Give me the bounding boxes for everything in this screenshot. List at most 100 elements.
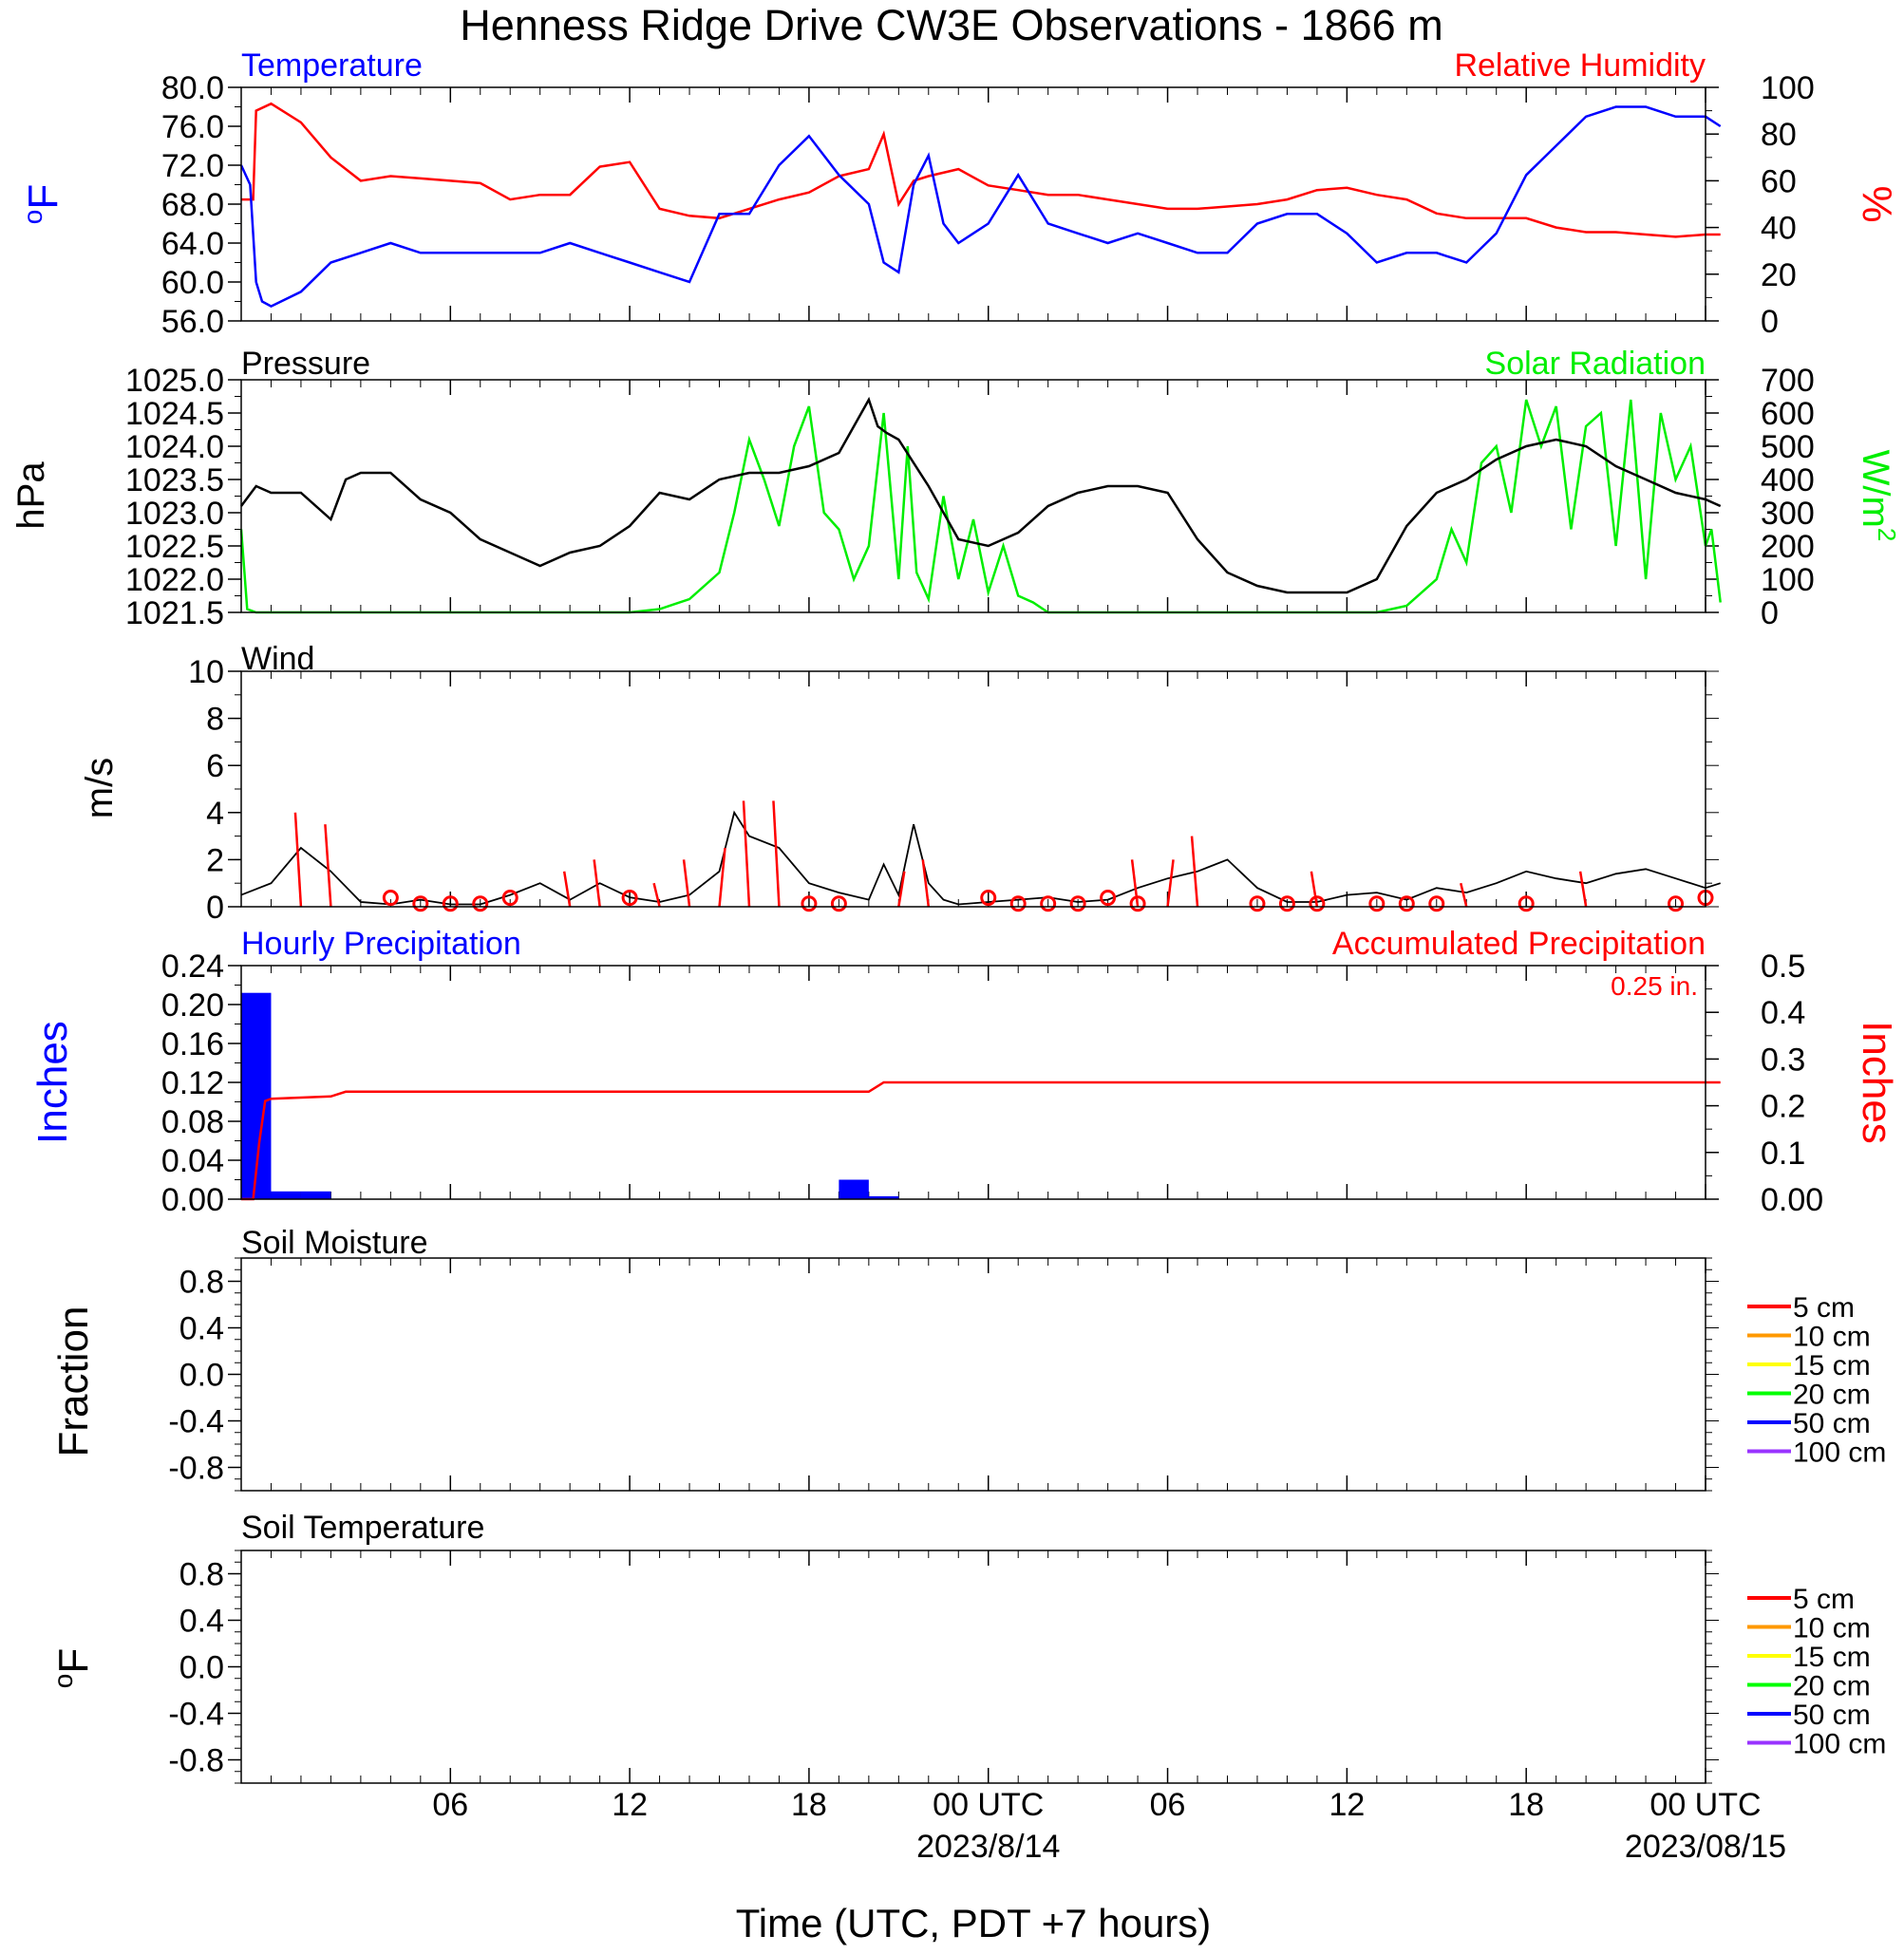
x-tick-label: 06 bbox=[432, 1787, 468, 1823]
right-tick-label: 0.3 bbox=[1761, 1042, 1805, 1078]
left-tick-label: 0 bbox=[206, 890, 224, 926]
calm-marker bbox=[1428, 895, 1445, 912]
p5-frame bbox=[240, 1257, 1706, 1492]
p2-xticks bbox=[270, 380, 1706, 612]
wind-barb bbox=[562, 871, 572, 908]
right-tick-label: 500 bbox=[1761, 429, 1815, 465]
left-tick-label: 1024.0 bbox=[125, 429, 224, 465]
right-tick-label: 100 bbox=[1761, 562, 1815, 598]
solar-line bbox=[239, 399, 1722, 614]
temp-rh-panel: Temperature Relative Humidity oF % 56.06… bbox=[18, 47, 1900, 340]
solar-title: Solar Radiation bbox=[1485, 346, 1706, 382]
x-tick-label: 18 bbox=[1508, 1787, 1544, 1823]
accum-precip-unit: Inches bbox=[1854, 1021, 1900, 1144]
left-tick-label: 1022.5 bbox=[125, 529, 224, 565]
left-tick-label: 76.0 bbox=[161, 109, 224, 145]
left-tick-label: 8 bbox=[206, 702, 224, 738]
precip-bar bbox=[271, 1191, 301, 1199]
wind-barb bbox=[652, 882, 661, 908]
wind-barb bbox=[682, 859, 691, 908]
x-date-label: 2023/08/15 bbox=[1625, 1829, 1786, 1865]
precip-left-ticks: 0.000.040.080.120.160.200.24 bbox=[161, 949, 241, 1218]
wind-barb bbox=[593, 859, 601, 908]
left-tick-label: 1024.5 bbox=[125, 396, 224, 432]
left-tick-label: 0.00 bbox=[161, 1182, 224, 1218]
wind-barb bbox=[897, 871, 906, 908]
calm-marker bbox=[501, 890, 518, 907]
legend-label: 100 cm bbox=[1793, 1729, 1886, 1760]
legend-label: 5 cm bbox=[1793, 1584, 1855, 1615]
right-tick-label: 400 bbox=[1761, 462, 1815, 498]
hourly-precip-unit: Inches bbox=[29, 1021, 76, 1144]
temperature-title: Temperature bbox=[241, 47, 423, 84]
x-axis-title: Time (UTC, PDT +7 hours) bbox=[736, 1901, 1212, 1945]
calm-marker bbox=[1069, 895, 1086, 912]
precip-bar bbox=[839, 1179, 869, 1199]
temperature-unit: oF bbox=[18, 184, 66, 224]
precip-bar bbox=[868, 1195, 899, 1199]
wind-barb bbox=[324, 824, 332, 908]
left-tick-label: 6 bbox=[206, 748, 224, 784]
calm-marker bbox=[980, 890, 997, 907]
left-tick-label: 80.0 bbox=[161, 70, 224, 106]
left-tick-label: 0.04 bbox=[161, 1143, 224, 1179]
left-tick-label: -0.8 bbox=[168, 1743, 224, 1779]
x-date-label: 2023/8/14 bbox=[916, 1829, 1060, 1865]
wind-barb bbox=[1166, 859, 1175, 908]
right-tick-label: 0.2 bbox=[1761, 1089, 1805, 1125]
left-tick-label: 60.0 bbox=[161, 265, 224, 301]
left-tick-label: 0.08 bbox=[161, 1104, 224, 1140]
left-tick-label: 0.8 bbox=[179, 1265, 224, 1301]
pressure-solar-panel: Pressure Solar Radiation hPa W/m2 1021.5… bbox=[10, 346, 1901, 631]
calm-marker bbox=[1518, 895, 1535, 912]
right-tick-label: 0.4 bbox=[1761, 995, 1805, 1031]
wind-barb bbox=[742, 800, 751, 908]
soil-temp-left-ticks: -0.8 -0.4 0.0 0.4 0.8 bbox=[168, 1550, 1719, 1784]
calm-marker bbox=[801, 895, 818, 912]
calm-marker bbox=[1100, 890, 1117, 907]
left-tick-label: 72.0 bbox=[161, 148, 224, 184]
calm-marker bbox=[1668, 895, 1685, 912]
left-tick-label: 0.20 bbox=[161, 987, 224, 1024]
calm-marker bbox=[1129, 895, 1146, 912]
right-tick-label: 100 bbox=[1761, 70, 1815, 106]
p3-xticks bbox=[270, 671, 1706, 907]
temp-left-ticks: 56.060.064.068.072.076.080.0 bbox=[161, 70, 241, 340]
right-tick-label: 0 bbox=[1761, 595, 1779, 631]
right-tick-label: 20 bbox=[1761, 257, 1797, 293]
right-tick-label: 0 bbox=[1761, 304, 1779, 340]
right-tick-label: 0.00 bbox=[1761, 1182, 1823, 1218]
soil-moisture-unit: Fraction bbox=[50, 1306, 97, 1457]
soil-temp-panel: Soil Temperature oF -0.8 -0.4 0.0 0.4 0.8 5 … bbox=[48, 1510, 1886, 1784]
calm-marker bbox=[1368, 895, 1386, 912]
p1-frame bbox=[240, 86, 1706, 322]
legend-label: 50 cm bbox=[1793, 1700, 1871, 1731]
calm-marker bbox=[1009, 895, 1027, 912]
x-tick-label: 00 UTC bbox=[933, 1787, 1044, 1823]
wind-unit: m/s bbox=[79, 758, 121, 818]
wind-barb bbox=[1310, 871, 1319, 908]
right-tick-label: 80 bbox=[1761, 117, 1797, 153]
pressure-unit: hPa bbox=[10, 461, 52, 530]
left-tick-label: 64.0 bbox=[161, 226, 224, 262]
calm-marker bbox=[1398, 895, 1415, 912]
left-tick-label: 4 bbox=[206, 796, 224, 832]
left-tick-label: 1025.0 bbox=[125, 363, 224, 399]
right-tick-label: 300 bbox=[1761, 496, 1815, 532]
right-tick-label: 0.5 bbox=[1761, 949, 1805, 985]
left-tick-label: 1022.0 bbox=[125, 562, 224, 598]
calm-marker bbox=[621, 890, 638, 907]
calm-marker bbox=[1278, 895, 1295, 912]
humidity-unit: % bbox=[1854, 185, 1900, 222]
calm-marker bbox=[442, 895, 459, 912]
hourly-precip-title: Hourly Precipitation bbox=[241, 926, 521, 962]
legend-label: 100 cm bbox=[1793, 1437, 1886, 1469]
left-tick-label: 2 bbox=[206, 842, 224, 878]
humidity-line bbox=[241, 102, 1721, 238]
x-tick-label: 12 bbox=[612, 1787, 648, 1823]
left-tick-label: 0.4 bbox=[179, 1604, 224, 1640]
left-tick-label: 0.8 bbox=[179, 1557, 224, 1593]
